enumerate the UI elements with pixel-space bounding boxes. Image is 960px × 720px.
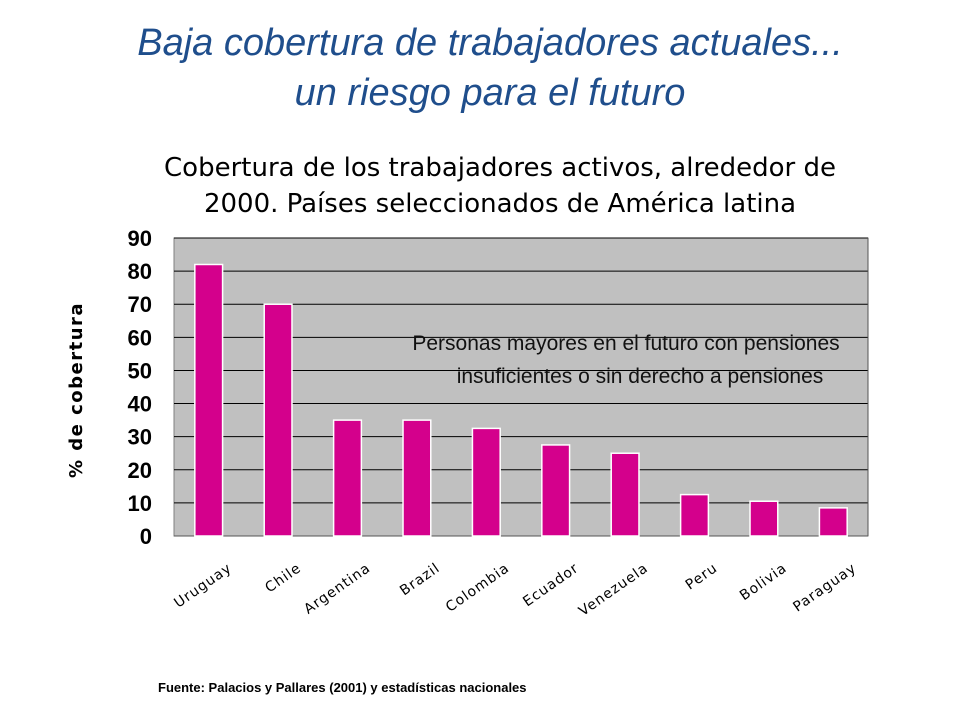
- y-tick-label: 40: [128, 392, 152, 417]
- y-tick-label: 10: [128, 491, 152, 516]
- bar-peru: [679, 493, 710, 537]
- slide-title-line1: Baja cobertura de trabajadores actuales.…: [137, 22, 843, 64]
- x-tick-label: Bolivia: [737, 560, 790, 604]
- bar-chile: [263, 303, 293, 537]
- bar-colombia: [471, 427, 501, 537]
- y-axis-title: % de cobertura: [66, 302, 87, 478]
- bar-bolivia: [749, 500, 779, 537]
- bar-argentina: [332, 419, 363, 537]
- x-tick-label: Brazil: [397, 560, 443, 599]
- bar-venezuela: [610, 452, 640, 537]
- x-tick-label: Peru: [683, 560, 721, 593]
- y-tick-label: 0: [140, 524, 152, 549]
- x-tick-label: Ecuador: [520, 560, 582, 610]
- bar-brazil: [402, 419, 432, 537]
- chart-title: Cobertura de los trabajadores activos, a…: [100, 150, 900, 222]
- annotation-line1: Personas mayores en el futuro con pensio…: [412, 332, 839, 355]
- slide-title: Baja cobertura de trabajadores actuales.…: [40, 18, 940, 118]
- x-tick-label: Uruguay: [171, 560, 235, 611]
- chart-title-line2: 2000. Países seleccionados de América la…: [203, 189, 797, 219]
- bar-ecuador: [541, 444, 571, 537]
- source-note: Fuente: Palacios y Pallares (2001) y est…: [158, 680, 527, 695]
- bars: [194, 263, 848, 537]
- y-tick-label: 70: [128, 292, 152, 317]
- bar-paraguay: [818, 507, 848, 537]
- x-tick-label: Paraguay: [790, 560, 859, 615]
- chart-title-line1: Cobertura de los trabajadores activos, a…: [164, 153, 836, 183]
- y-tick-label: 50: [128, 358, 152, 383]
- y-tick-label: 60: [128, 325, 152, 350]
- x-tick-label: Chile: [262, 560, 304, 596]
- annotation-line2: insuficientes o sin derecho a pensiones: [457, 365, 824, 388]
- slide-title-line2: un riesgo para el futuro: [294, 72, 686, 114]
- y-tick-label: 20: [128, 458, 152, 483]
- x-tick-label: Colombia: [443, 560, 513, 615]
- bar-uruguay: [194, 263, 224, 537]
- y-tick-label: 80: [128, 259, 152, 284]
- x-tick-label: Argentina: [301, 560, 373, 617]
- x-tick-label: Venezuela: [576, 560, 651, 620]
- y-tick-label: 30: [128, 425, 152, 450]
- y-tick-label: 90: [128, 226, 152, 251]
- y-axis-ticks: 0 10 20 30 40 50 60 70 80 90: [128, 226, 152, 549]
